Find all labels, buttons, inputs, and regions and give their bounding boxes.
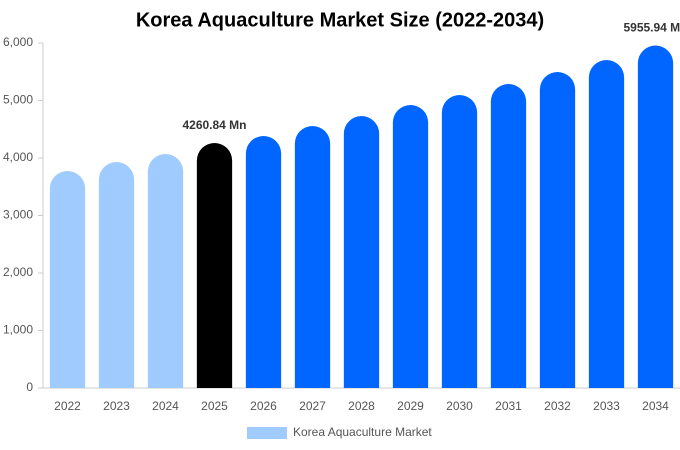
y-tick-label: 1,000 xyxy=(3,323,33,337)
x-tick-label: 2034 xyxy=(642,399,669,413)
bar xyxy=(98,162,135,388)
data-label: 4260.84 Mn xyxy=(182,118,246,132)
x-tick-label: 2028 xyxy=(348,399,375,413)
legend-swatch xyxy=(247,427,287,439)
y-tick-label: 0 xyxy=(26,380,33,394)
chart-title: Korea Aquaculture Market Size (2022-2034… xyxy=(136,9,544,31)
bar xyxy=(588,60,625,389)
y-tick-label: 4,000 xyxy=(3,150,33,164)
bar xyxy=(539,71,576,389)
bar xyxy=(196,143,233,388)
y-tick-label: 5,000 xyxy=(3,93,33,107)
y-tick-label: 2,000 xyxy=(3,265,33,279)
x-tick-label: 2031 xyxy=(495,399,522,413)
x-tick-label: 2033 xyxy=(593,399,620,413)
data-label: 5955.94 Mn xyxy=(623,21,680,35)
bar xyxy=(392,104,429,388)
x-tick-label: 2026 xyxy=(250,399,277,413)
x-tick-label: 2025 xyxy=(201,399,228,413)
y-tick-label: 6,000 xyxy=(3,35,33,49)
x-tick-label: 2032 xyxy=(544,399,571,413)
bar xyxy=(245,135,282,388)
legend-label: Korea Aquaculture Market xyxy=(293,425,432,439)
bar xyxy=(343,116,380,389)
x-tick-label: 2029 xyxy=(397,399,424,413)
bar xyxy=(441,94,478,389)
x-tick-label: 2022 xyxy=(54,399,81,413)
y-tick-label: 3,000 xyxy=(3,208,33,222)
x-tick-label: 2024 xyxy=(152,399,179,413)
x-tick-label: 2023 xyxy=(103,399,130,413)
x-tick-label: 2027 xyxy=(299,399,326,413)
bar xyxy=(49,170,86,388)
bar xyxy=(147,153,184,388)
bar xyxy=(294,125,331,389)
bar xyxy=(490,83,527,388)
bar xyxy=(637,45,674,388)
x-tick-label: 2030 xyxy=(446,399,473,413)
